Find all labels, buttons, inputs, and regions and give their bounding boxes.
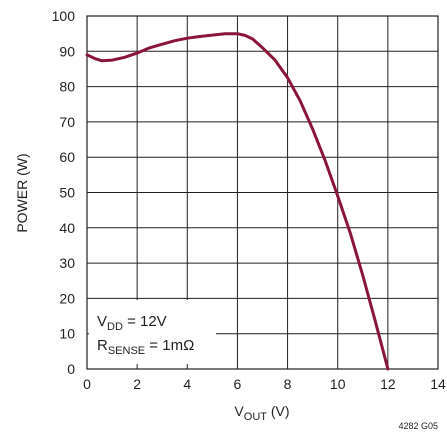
conditions-legend: VDD = 12V RSENSE = 1mΩ [89,300,216,364]
y-tick-label: 40 [59,220,75,236]
plot-frame [86,15,439,370]
x-tick-label: 8 [284,376,292,392]
grid [86,15,439,370]
y-tick-label: 30 [59,255,75,271]
y-tick-label: 100 [52,8,76,24]
y-tick-label: 70 [59,114,75,130]
x-tick-label: 12 [380,376,396,392]
x-tick-label: 2 [133,376,141,392]
y-tick-label: 80 [59,79,75,95]
x-axis-label: VOUT (V) [234,403,289,423]
x-tick-label: 10 [330,376,346,392]
legend-line-vdd: VDD = 12V [97,313,167,333]
figure-id: 4282 G05 [398,421,438,431]
x-tick-label: 4 [183,376,191,392]
y-tick-label: 10 [59,326,75,342]
y-tick-label: 0 [67,361,75,377]
y-tick-label: 90 [59,43,75,59]
y-tick-label: 50 [59,185,75,201]
x-tick-label: 6 [234,376,242,392]
x-tick-label: 14 [430,376,446,392]
y-tick-label: 60 [59,149,75,165]
power-curve [85,32,390,371]
y-tick-label: 20 [59,290,75,306]
y-axis-label: POWER (W) [14,153,30,232]
legend-line-rsense: RSENSE = 1mΩ [97,337,194,357]
x-tick-label: 0 [83,376,91,392]
series-group [85,32,390,371]
tick-labels: 0 2 4 6 8 10 12 14 0 10 20 30 40 50 60 70 80 90 100 [52,8,446,392]
legend-box [89,300,216,364]
